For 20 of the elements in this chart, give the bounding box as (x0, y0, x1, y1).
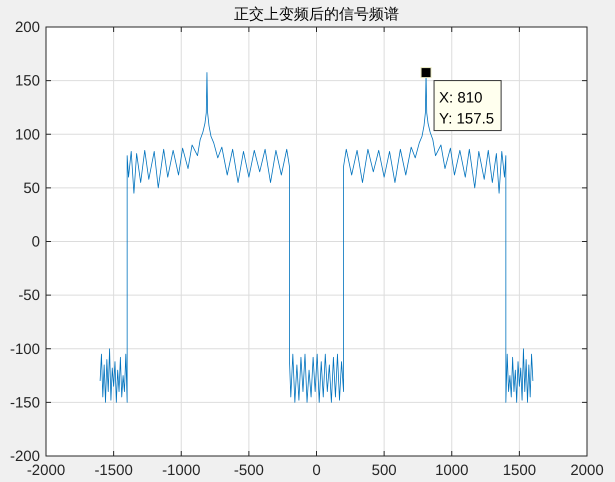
x-tick-label: 1000 (435, 462, 468, 479)
y-tick-label: -50 (18, 287, 40, 304)
y-tick-label: 100 (14, 126, 40, 144)
x-tick-label: 1500 (502, 462, 536, 479)
y-tick-label: 0 (32, 234, 40, 250)
x-tick-label: -1000 (162, 462, 200, 479)
y-tick-label: 50 (23, 180, 40, 197)
x-tick-label: -1500 (94, 462, 133, 479)
x-tick-label: 0 (312, 462, 321, 479)
y-tick-label: -200 (10, 448, 40, 465)
y-tick-label: -150 (10, 394, 40, 412)
chart-title: 正交上变频后的信号频谱 (234, 5, 399, 23)
x-tick-label: -500 (234, 462, 264, 479)
y-tick-label: -100 (10, 340, 40, 358)
x-tick-label: -2000 (26, 462, 66, 479)
y-tick-label: 150 (14, 72, 40, 90)
y-tick-label: 200 (14, 19, 40, 36)
x-tick-label: 2000 (570, 462, 604, 479)
x-tick-label: 500 (372, 462, 397, 479)
annotation: X: 810 Y: 157.5 (439, 90, 494, 128)
